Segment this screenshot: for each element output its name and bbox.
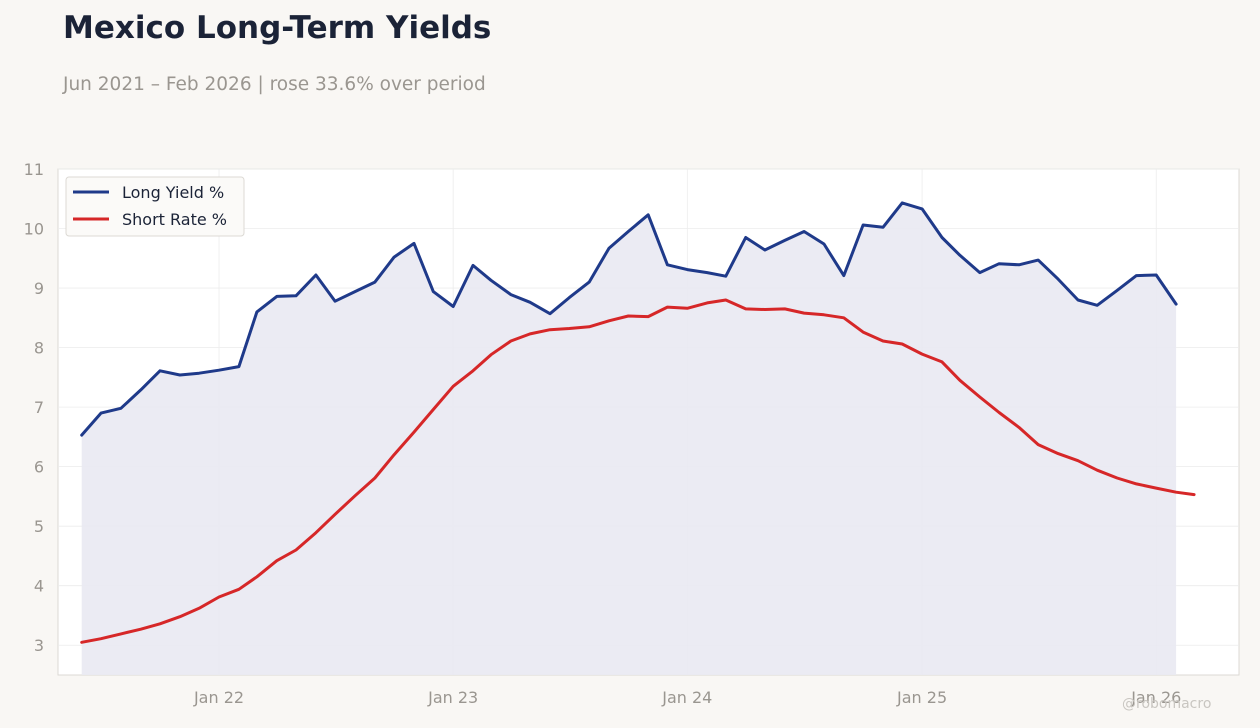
axis-labels: 3 4 5 6 7 8 9 10 11 Jan 22 Jan 23 Jan 24 Jan 25 Jan 2…	[24, 160, 1182, 707]
chart-subtitle: Jun 2021 – Feb 2026 | rose 33.6% over pe…	[63, 74, 486, 95]
area-layer	[81, 202, 1177, 675]
y-tick-label: 10	[24, 220, 44, 239]
x-tick-label: Jan 23	[427, 688, 478, 707]
y-tick-label: 7	[34, 398, 44, 417]
watermark: @robomacro	[1122, 696, 1212, 712]
legend-label-long-yield: Long Yield %	[122, 183, 224, 202]
y-tick-label: 3	[34, 636, 44, 655]
y-tick-label: 6	[34, 458, 44, 477]
y-tick-label: 11	[24, 160, 44, 179]
x-tick-label: Jan 24	[661, 688, 712, 707]
chart-title: Mexico Long-Term Yields	[63, 10, 492, 46]
x-tick-label: Jan 22	[193, 688, 244, 707]
y-tick-label: 4	[34, 577, 44, 596]
series-area-long-yield	[81, 202, 1177, 675]
x-tick-label: Jan 25	[896, 688, 947, 707]
legend-label-short-rate: Short Rate %	[122, 210, 227, 229]
line-layer	[80, 201, 1196, 644]
legend: Long Yield % Short Rate %	[65, 176, 245, 237]
legend-box	[65, 176, 245, 237]
x-tick-label: Jan 26	[1130, 688, 1181, 707]
series-line-short-rate	[80, 298, 1196, 644]
y-tick-label: 5	[34, 517, 44, 536]
y-tick-label: 9	[34, 279, 44, 298]
series-line-long-yield	[80, 201, 1178, 437]
y-tick-label: 8	[34, 339, 44, 358]
